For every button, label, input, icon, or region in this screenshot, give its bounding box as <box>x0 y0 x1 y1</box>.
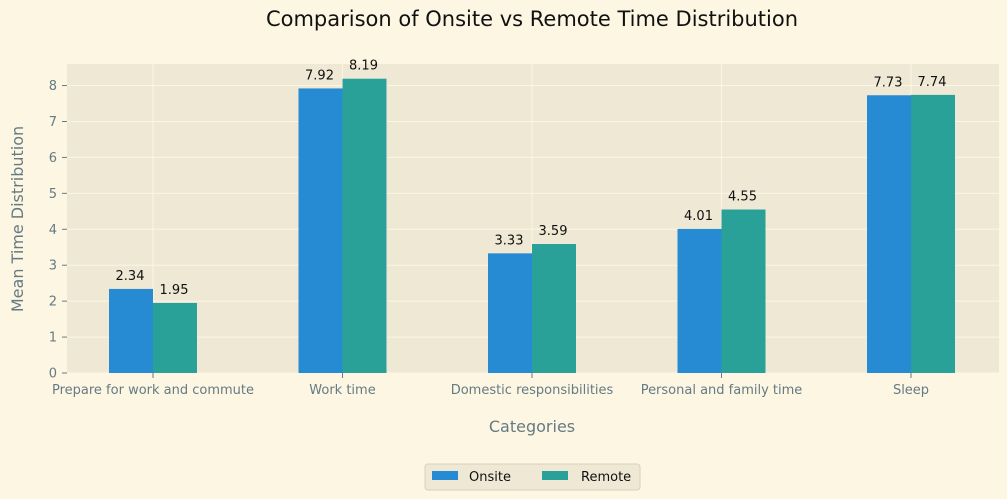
legend-swatch-remote <box>542 471 568 480</box>
grid-lines <box>67 64 999 374</box>
y-tick-label: 5 <box>49 187 57 202</box>
data-label: 7.73 <box>874 75 903 90</box>
data-label: 3.33 <box>495 233 524 248</box>
data-label: 2.34 <box>116 269 145 284</box>
y-tick-label: 3 <box>49 259 57 274</box>
x-tick-label: Prepare for work and commute <box>52 383 254 398</box>
data-label: 7.74 <box>918 75 947 90</box>
legend-box <box>424 463 641 491</box>
y-tick-label: 8 <box>49 79 57 94</box>
y-axis-ticks: 0 1 2 3 4 5 6 7 8 <box>49 79 67 382</box>
data-label: 4.55 <box>728 190 757 205</box>
bar-remote <box>911 94 955 374</box>
data-label: 3.59 <box>539 224 568 239</box>
bar-onsite <box>298 88 343 373</box>
bar-remote <box>342 78 387 374</box>
legend: Onsite Remote <box>424 463 641 491</box>
y-tick-label: 4 <box>49 223 57 238</box>
chart-title: Comparison of Onsite vs Remote Time Dist… <box>266 7 798 31</box>
bar-remote <box>721 209 766 373</box>
x-axis-ticks: Prepare for work and commute Work time Dom… <box>52 373 929 398</box>
y-tick-label: 2 <box>49 295 57 310</box>
bar-onsite <box>867 95 911 373</box>
y-tick-label: 0 <box>49 367 57 382</box>
x-tick-label: Domestic responsibilities <box>451 383 614 398</box>
data-label: 4.01 <box>684 209 713 224</box>
bar-onsite <box>488 253 532 373</box>
data-label: 1.95 <box>160 283 189 298</box>
y-axis-label: Mean Time Distribution <box>8 126 27 312</box>
data-label: 8.19 <box>349 59 378 74</box>
x-tick-label: Personal and family time <box>641 383 803 398</box>
bars: 2.34 1.95 7.92 8.19 3.33 3.59 4.01 4.55 7.73 7.74 <box>109 59 955 374</box>
bar-onsite <box>677 228 722 373</box>
bar-remote <box>532 244 576 373</box>
x-tick-label: Work time <box>309 383 375 398</box>
legend-label-onsite: Onsite <box>469 470 511 485</box>
legend-swatch-onsite <box>432 471 458 480</box>
y-tick-label: 6 <box>49 151 57 166</box>
y-tick-label: 1 <box>49 331 57 346</box>
bar-remote <box>153 302 197 373</box>
x-tick-label: Sleep <box>893 383 929 398</box>
x-axis-label: Categories <box>489 417 575 436</box>
y-tick-label: 7 <box>49 115 57 130</box>
legend-label-remote: Remote <box>581 470 631 485</box>
data-label: 7.92 <box>305 68 334 83</box>
bar-onsite <box>109 288 153 373</box>
